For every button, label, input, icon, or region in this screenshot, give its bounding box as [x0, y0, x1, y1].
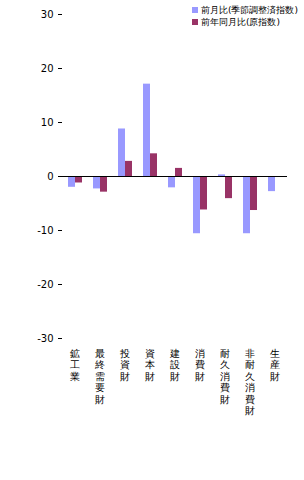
svg-text:建設財: 建設財 [169, 348, 180, 382]
svg-text:生産財: 生産財 [270, 348, 280, 382]
svg-text:鉱工業: 鉱工業 [70, 348, 80, 382]
html-text:前月比(季節調整済指数): 前月比(季節調整済指数) [201, 5, 298, 15]
svg-text:消費財: 消費財 [195, 348, 205, 382]
svg-text:最終需要財: 最終需要財 [94, 348, 105, 405]
svg-text:-10: -10 [37, 225, 53, 236]
svg-text:-20: -20 [37, 279, 53, 290]
svg-text:非耐久消費財: 非耐久消費財 [245, 348, 255, 417]
svg-text:-30: -30 [37, 333, 53, 344]
svg-text:耐久消費財: 耐久消費財 [220, 348, 230, 405]
svg-text:投資財: 投資財 [119, 348, 130, 382]
svg-text:30: 30 [41, 9, 54, 20]
svg-text:0: 0 [47, 171, 53, 182]
html-text:前年同月比(原指数): 前年同月比(原指数) [201, 17, 280, 27]
svg-text:資本財: 資本財 [145, 348, 155, 382]
svg-text:20: 20 [41, 63, 54, 74]
svg-text:10: 10 [41, 117, 54, 128]
